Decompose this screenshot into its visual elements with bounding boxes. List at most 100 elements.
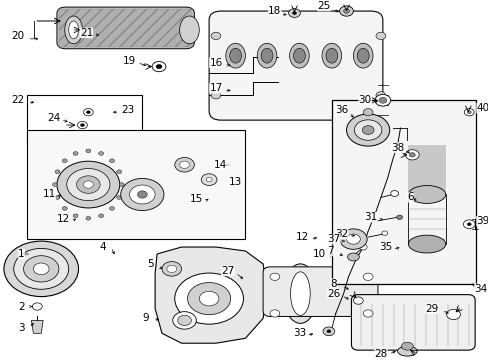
Circle shape <box>346 114 389 146</box>
Circle shape <box>390 190 398 197</box>
Text: 11: 11 <box>42 189 56 199</box>
Ellipse shape <box>283 264 317 323</box>
Circle shape <box>467 223 470 226</box>
Circle shape <box>119 183 124 186</box>
Circle shape <box>14 248 69 289</box>
Bar <box>331 100 475 284</box>
Bar <box>26 130 245 239</box>
Ellipse shape <box>229 48 241 63</box>
Text: 18: 18 <box>268 6 281 16</box>
Circle shape <box>206 177 212 182</box>
Circle shape <box>172 312 196 329</box>
Circle shape <box>73 214 78 217</box>
Text: 36: 36 <box>334 105 347 115</box>
Text: 34: 34 <box>473 284 487 294</box>
Text: 37: 37 <box>326 234 340 244</box>
Circle shape <box>381 231 387 235</box>
Circle shape <box>83 181 93 188</box>
Bar <box>407 145 445 194</box>
Circle shape <box>52 183 57 186</box>
Circle shape <box>339 6 353 16</box>
Text: 33: 33 <box>292 328 305 338</box>
Circle shape <box>78 121 87 129</box>
Text: 15: 15 <box>189 194 203 204</box>
Text: 31: 31 <box>364 212 377 222</box>
Circle shape <box>67 168 110 201</box>
Circle shape <box>363 310 372 317</box>
Ellipse shape <box>357 48 368 63</box>
Circle shape <box>269 273 279 280</box>
FancyBboxPatch shape <box>57 7 194 49</box>
Circle shape <box>211 32 221 40</box>
Ellipse shape <box>261 48 272 63</box>
Circle shape <box>467 111 470 114</box>
Circle shape <box>405 150 418 160</box>
Text: 2: 2 <box>18 302 25 311</box>
Text: 28: 28 <box>373 349 386 359</box>
Text: 12: 12 <box>57 214 70 224</box>
Circle shape <box>346 234 360 244</box>
Circle shape <box>446 309 460 320</box>
Ellipse shape <box>257 43 276 68</box>
Circle shape <box>117 170 122 174</box>
Ellipse shape <box>325 48 337 63</box>
Circle shape <box>81 123 84 127</box>
Text: 32: 32 <box>334 229 347 239</box>
Circle shape <box>162 262 181 276</box>
Circle shape <box>375 32 385 40</box>
Circle shape <box>109 159 114 163</box>
Circle shape <box>62 207 67 210</box>
Circle shape <box>62 159 67 163</box>
Text: 29: 29 <box>425 303 438 314</box>
Circle shape <box>55 195 60 199</box>
Text: 3: 3 <box>18 323 25 333</box>
Circle shape <box>177 315 191 325</box>
Ellipse shape <box>69 21 79 39</box>
Polygon shape <box>31 320 43 333</box>
Circle shape <box>174 157 194 172</box>
Ellipse shape <box>179 16 199 44</box>
FancyBboxPatch shape <box>263 267 377 316</box>
Circle shape <box>33 263 49 275</box>
Text: 22: 22 <box>11 95 24 105</box>
Circle shape <box>375 92 385 99</box>
Circle shape <box>363 273 372 280</box>
Text: 20: 20 <box>11 31 24 41</box>
Text: 35: 35 <box>378 242 392 252</box>
Circle shape <box>322 327 334 336</box>
Circle shape <box>174 273 243 324</box>
Circle shape <box>211 92 221 99</box>
Text: 26: 26 <box>326 289 340 299</box>
Circle shape <box>408 153 414 157</box>
Text: 23: 23 <box>121 105 134 115</box>
Text: 40: 40 <box>475 103 488 113</box>
Circle shape <box>363 109 372 116</box>
Ellipse shape <box>225 43 245 68</box>
Text: 16: 16 <box>209 58 222 68</box>
Circle shape <box>463 220 474 229</box>
Circle shape <box>156 64 162 69</box>
Circle shape <box>86 216 91 220</box>
Ellipse shape <box>321 43 341 68</box>
Text: 14: 14 <box>214 160 227 170</box>
Text: 1: 1 <box>18 249 25 259</box>
Text: 6: 6 <box>406 193 413 202</box>
Circle shape <box>362 126 373 134</box>
Circle shape <box>179 161 189 168</box>
Circle shape <box>166 265 176 273</box>
Circle shape <box>152 62 165 72</box>
Text: 38: 38 <box>390 143 404 153</box>
Circle shape <box>292 12 296 14</box>
Circle shape <box>77 176 100 193</box>
Circle shape <box>83 109 93 116</box>
Circle shape <box>99 214 103 217</box>
Circle shape <box>396 215 402 220</box>
Circle shape <box>121 179 163 211</box>
Circle shape <box>464 109 473 116</box>
Text: 7: 7 <box>327 246 333 256</box>
Circle shape <box>4 241 79 297</box>
Text: 4: 4 <box>100 242 106 252</box>
Ellipse shape <box>407 185 445 203</box>
Text: 39: 39 <box>475 216 488 226</box>
Circle shape <box>199 291 219 306</box>
